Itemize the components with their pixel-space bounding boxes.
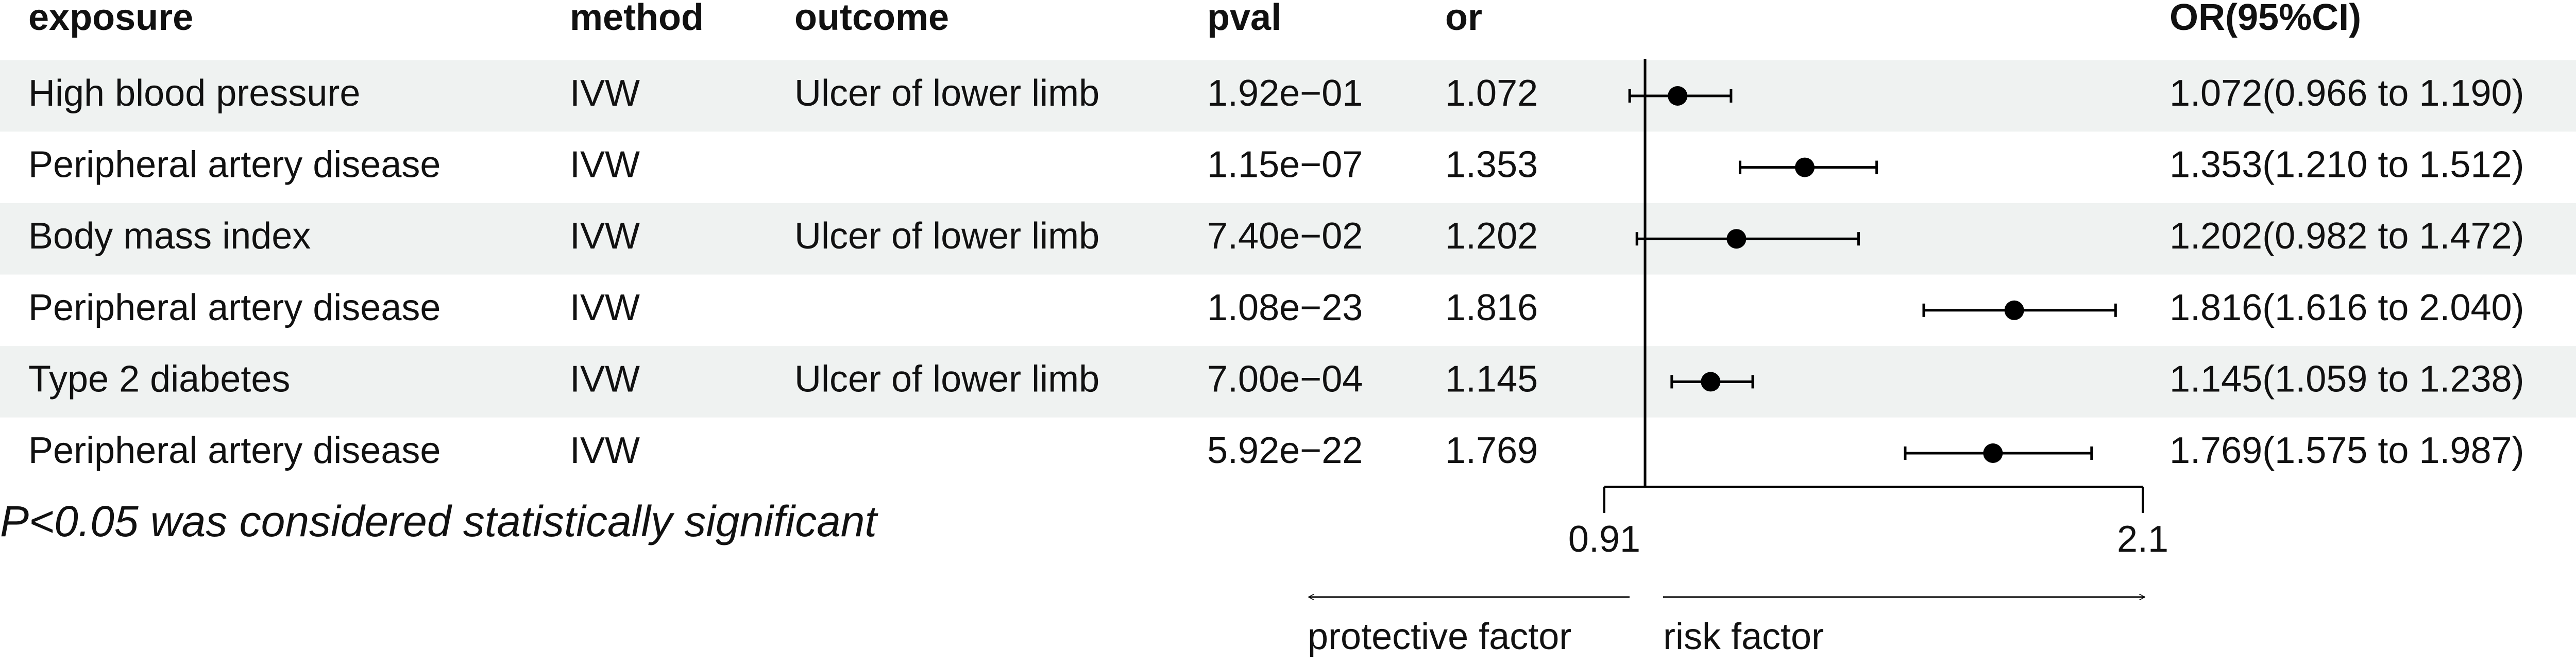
point	[2004, 300, 2024, 320]
exposure-cell: Peripheral artery disease	[28, 430, 440, 471]
or-cell: 1.353	[1445, 144, 1538, 186]
ci-cell: 1.769(1.575 to 1.987)	[2170, 430, 2524, 471]
outcome-cell: Ulcer of lower limb	[794, 358, 1099, 400]
exposure-cell: Peripheral artery disease	[28, 144, 440, 186]
column-header: pval	[1207, 0, 1281, 38]
column-header: outcome	[794, 0, 949, 38]
method-cell: IVW	[570, 144, 640, 186]
exposure-cell: High blood pressure	[28, 73, 360, 114]
row-band	[0, 203, 2576, 275]
row-band	[0, 346, 2576, 418]
or-cell: 1.145	[1445, 358, 1538, 400]
arrow-label: protective factor	[1308, 616, 1571, 657]
ci-cell: 1.816(1.616 to 2.040)	[2170, 287, 2524, 328]
point	[1795, 157, 1815, 177]
column-header: OR(95%CI)	[2170, 0, 2361, 38]
method-cell: IVW	[570, 358, 640, 400]
outcome-cell: Ulcer of lower limb	[794, 216, 1099, 257]
method-cell: IVW	[570, 430, 640, 471]
point	[1668, 86, 1688, 106]
ci-cell: 1.072(0.966 to 1.190)	[2170, 73, 2524, 114]
column-header: method	[570, 0, 704, 38]
x-tick-label: 2.1	[2117, 519, 2168, 560]
column-header: exposure	[28, 0, 193, 38]
pval-cell: 7.40e−02	[1207, 216, 1363, 257]
pval-cell: 1.08e−23	[1207, 287, 1363, 328]
ci-cell: 1.353(1.210 to 1.512)	[2170, 144, 2524, 186]
or-cell: 1.816	[1445, 287, 1538, 328]
footnote: P<0.05 was considered statistically sign…	[0, 497, 879, 545]
x-tick-label: 0.91	[1568, 519, 1640, 560]
pval-cell: 7.00e−04	[1207, 358, 1363, 400]
pval-cell: 1.15e−07	[1207, 144, 1363, 186]
pval-cell: 1.92e−01	[1207, 73, 1363, 114]
exposure-cell: Peripheral artery disease	[28, 287, 440, 328]
ci-cell: 1.202(0.982 to 1.472)	[2170, 216, 2524, 257]
column-header: or	[1445, 0, 1482, 38]
pval-cell: 5.92e−22	[1207, 430, 1363, 471]
or-cell: 1.072	[1445, 73, 1538, 114]
arrow-label: risk factor	[1663, 616, 1824, 657]
point	[1983, 443, 2003, 463]
point	[1726, 229, 1747, 249]
outcome-cell: Ulcer of lower limb	[794, 73, 1099, 114]
or-cell: 1.202	[1445, 216, 1538, 257]
exposure-cell: Body mass index	[28, 216, 311, 257]
or-cell: 1.769	[1445, 430, 1538, 471]
ci-cell: 1.145(1.059 to 1.238)	[2170, 358, 2524, 400]
exposure-cell: Type 2 diabetes	[28, 358, 290, 400]
method-cell: IVW	[570, 287, 640, 328]
point	[1701, 372, 1721, 392]
row-band	[0, 60, 2576, 132]
method-cell: IVW	[570, 216, 640, 257]
method-cell: IVW	[570, 73, 640, 114]
